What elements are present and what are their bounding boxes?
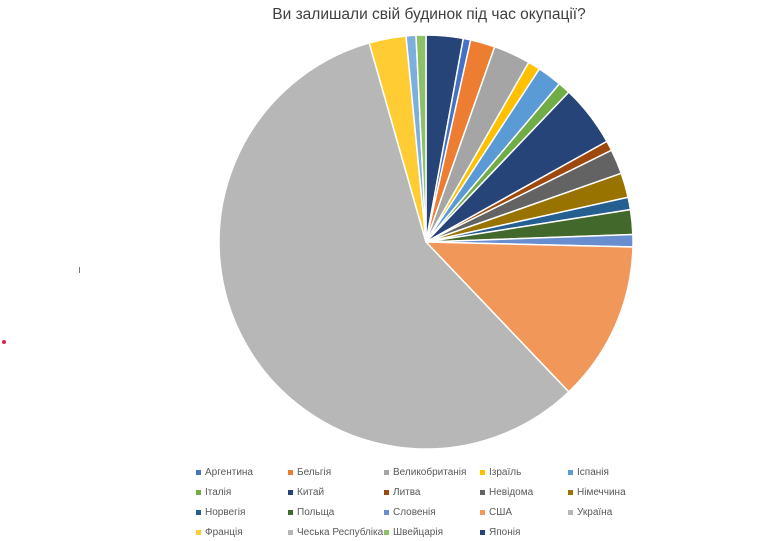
- legend-label: США: [489, 507, 513, 518]
- legend-swatch: [288, 530, 293, 535]
- legend-label: Ізраїль: [489, 467, 522, 478]
- legend-label: Бельгія: [297, 467, 332, 478]
- legend-label: Норвегія: [205, 507, 246, 518]
- legend-swatch: [288, 510, 293, 515]
- legend-item: Литва: [384, 484, 480, 501]
- legend-swatch: [384, 490, 389, 495]
- legend-swatch: [288, 490, 293, 495]
- legend-label: Словенія: [393, 507, 436, 518]
- chart-legend: Аргентина Бельгія Великобританія Ізраїль Ісп…: [196, 464, 656, 541]
- legend-label: Швейцарія: [393, 527, 443, 538]
- pie-slice-14: [424, 241, 634, 393]
- legend-item: Франція: [196, 524, 288, 541]
- legend-label: Франція: [205, 527, 243, 538]
- legend-swatch: [384, 510, 389, 515]
- legend-swatch: [196, 470, 201, 475]
- legend-item: Словенія: [384, 504, 480, 521]
- legend-item: Чеська Республіка: [288, 524, 384, 541]
- legend-item: Італія: [196, 484, 288, 501]
- legend-item: Швейцарія: [384, 524, 480, 541]
- stray-dot-mark: [2, 340, 6, 344]
- legend-swatch: [196, 530, 201, 535]
- legend-swatch: [480, 470, 485, 475]
- legend-item: Іспанія: [568, 464, 656, 481]
- legend-item: Невідома: [480, 484, 568, 501]
- legend-label: Італія: [205, 487, 232, 498]
- legend-swatch: [196, 510, 201, 515]
- legend-item: США: [480, 504, 568, 521]
- legend-item: Україна: [568, 504, 656, 521]
- legend-label: Аргентина: [205, 467, 253, 478]
- legend-label: Чеська Республіка: [297, 527, 384, 538]
- legend-item: Німеччина: [568, 484, 656, 501]
- legend-label: Іспанія: [577, 467, 609, 478]
- legend-swatch: [568, 490, 573, 495]
- pie-slice-18: [415, 34, 427, 243]
- legend-item: Польща: [288, 504, 384, 521]
- legend-swatch: [384, 530, 389, 535]
- legend-label: Японія: [489, 527, 521, 538]
- legend-label: Китай: [297, 487, 325, 498]
- legend-item: Аргентина: [196, 464, 288, 481]
- stray-tick-mark: [79, 267, 80, 273]
- legend-swatch: [480, 490, 485, 495]
- legend-item: Великобританія: [384, 464, 480, 481]
- legend-item: Китай: [288, 484, 384, 501]
- legend-swatch: [288, 470, 293, 475]
- legend-swatch: [384, 470, 389, 475]
- legend-item: Ізраїль: [480, 464, 568, 481]
- legend-label: Німеччина: [577, 487, 626, 498]
- legend-swatch: [196, 490, 201, 495]
- legend-item: Бельгія: [288, 464, 384, 481]
- legend-label: Україна: [577, 507, 613, 518]
- legend-swatch: [480, 530, 485, 535]
- chart-title: Ви залишали свій будинок під час окупаці…: [272, 6, 586, 23]
- pie-chart: [218, 34, 634, 450]
- legend-item: Норвегія: [196, 504, 288, 521]
- legend-swatch: [480, 510, 485, 515]
- legend-label: Невідома: [489, 487, 534, 498]
- legend-swatch: [568, 470, 573, 475]
- pie-slice-15: [218, 42, 570, 450]
- legend-label: Польща: [297, 507, 335, 518]
- legend-item: Японія: [480, 524, 568, 541]
- legend-label: Литва: [393, 487, 421, 498]
- legend-swatch: [568, 510, 573, 515]
- legend-label: Великобританія: [393, 467, 467, 478]
